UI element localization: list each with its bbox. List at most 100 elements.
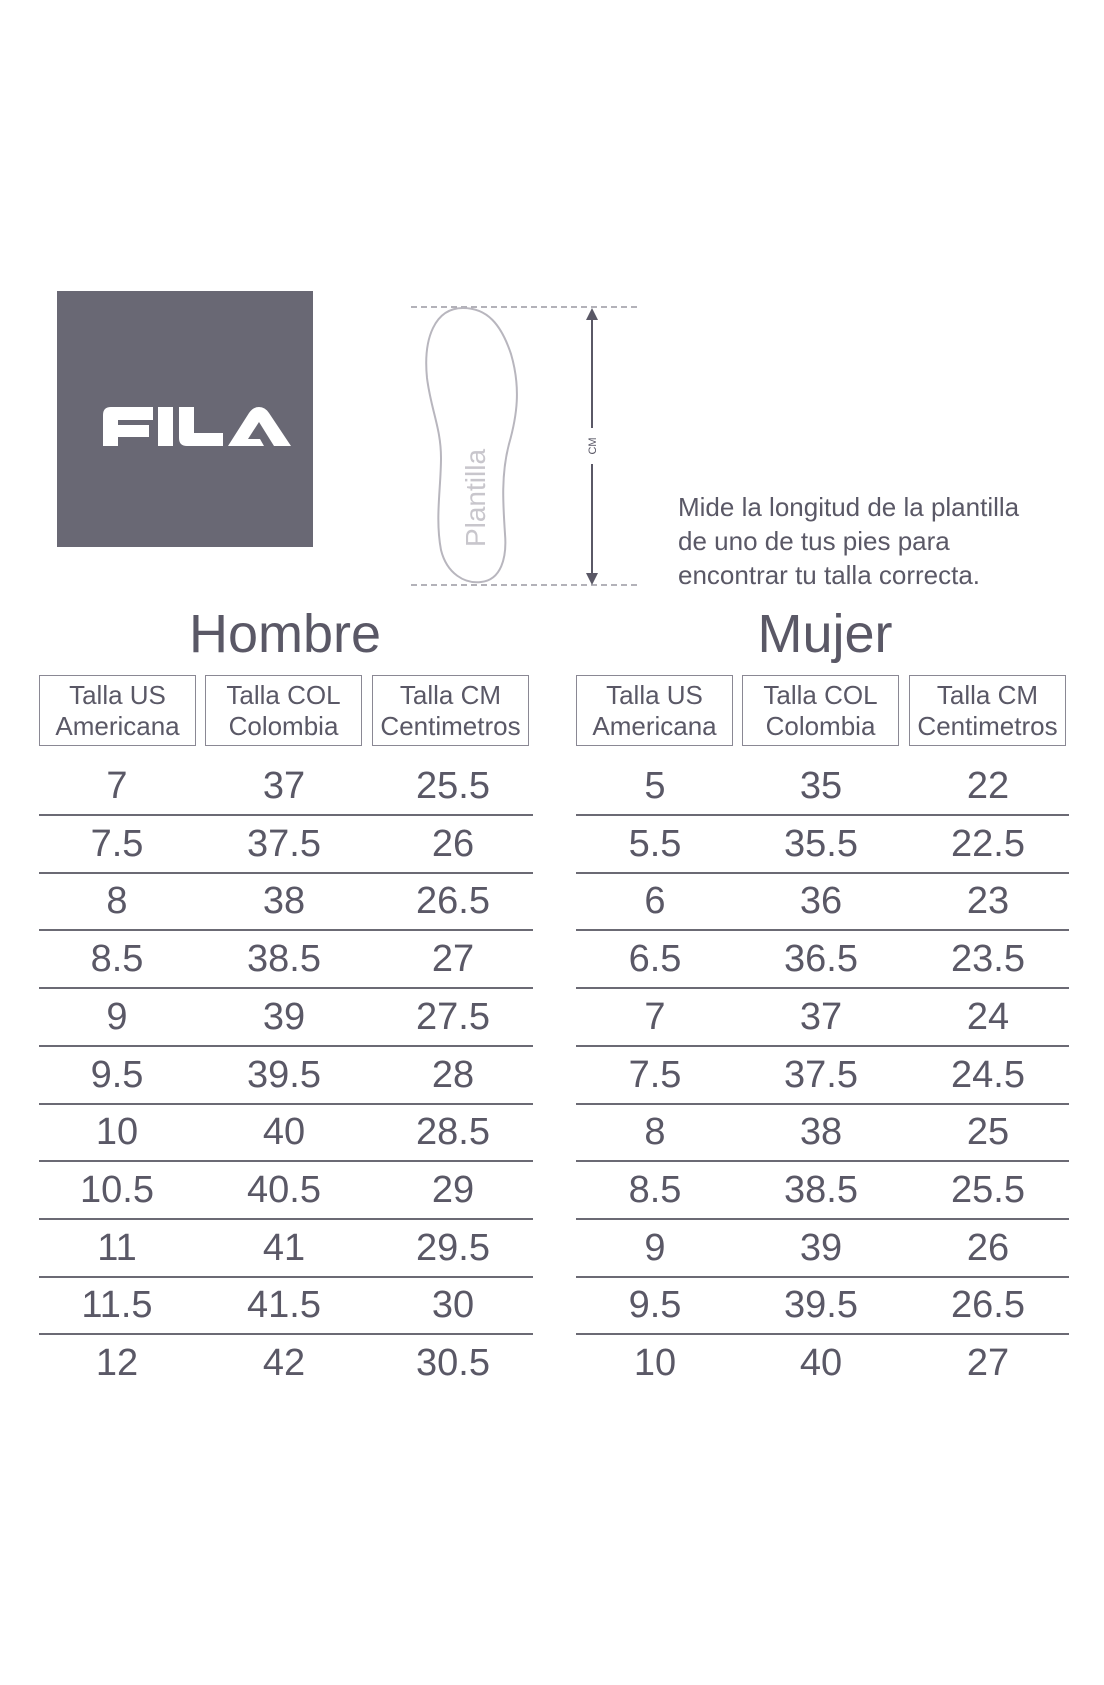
- size-col: 39: [799, 1226, 843, 1269]
- size-cm: 24: [966, 995, 1010, 1038]
- header-line: Talla US: [606, 680, 703, 710]
- table-row: 10 40 28.5: [39, 1104, 533, 1163]
- size-cm: 24.5: [951, 1053, 1025, 1096]
- table-row: 8.5 38.5 25.5: [576, 1162, 1069, 1220]
- size-cm: 27: [431, 938, 475, 981]
- size-cm: 22.5: [951, 822, 1025, 865]
- row-divider: [576, 1217, 1069, 1220]
- size-cm: 30: [431, 1284, 475, 1327]
- size-us: 9.5: [628, 1284, 682, 1327]
- table-row: 11 41 29.5: [39, 1220, 533, 1278]
- size-col: 36.5: [784, 938, 858, 981]
- size-us: 8.5: [90, 938, 144, 981]
- header-line: Talla COL: [763, 680, 878, 710]
- table-row: 9 39 26: [576, 1220, 1069, 1278]
- size-cm: 23: [966, 880, 1010, 923]
- instruction-line: Mide la longitud de la plantilla: [678, 492, 1020, 522]
- size-us: 8: [106, 880, 128, 923]
- row-divider: [576, 929, 1069, 932]
- size-col: 37.5: [247, 822, 321, 865]
- table-row: 10.5 40.5 29: [39, 1162, 533, 1220]
- table-row: 8 38 26.5: [39, 873, 533, 932]
- row-divider: [39, 987, 533, 990]
- size-col: 38: [799, 1111, 843, 1154]
- mujer-title: Mujer: [757, 604, 893, 664]
- size-cm: 25.5: [416, 765, 490, 807]
- table-row: 9 39 27.5: [39, 989, 533, 1047]
- header-line: Talla CM: [399, 680, 502, 710]
- measure-unit-label: CM: [587, 437, 599, 454]
- row-divider: [576, 1333, 1069, 1336]
- instruction-text: Mide la longitud de la plantilla de uno …: [678, 490, 1078, 592]
- row-divider: [576, 814, 1069, 816]
- size-us: 9: [644, 1226, 666, 1269]
- size-us: 7.5: [90, 822, 144, 865]
- hombre-header-cm: Talla CM Centimetros: [372, 675, 529, 746]
- size-cm: 22: [966, 765, 1010, 807]
- size-us: 11: [97, 1226, 137, 1269]
- size-us: 6.5: [628, 938, 682, 981]
- header-line: Talla COL: [226, 680, 341, 710]
- row-divider: [576, 1160, 1069, 1163]
- mujer-header-col: Talla COL Colombia: [742, 675, 899, 746]
- insole-diagram: Plantilla CM: [411, 306, 641, 586]
- size-col: 38.5: [784, 1168, 858, 1211]
- size-col: 39: [262, 995, 306, 1038]
- hombre-header-us: Talla US Americana: [39, 675, 196, 746]
- table-row: 7.5 37.5 26: [39, 816, 533, 874]
- size-us: 12: [95, 1342, 139, 1384]
- size-cm: 25: [966, 1111, 1010, 1154]
- hombre-title: Hombre: [188, 604, 382, 664]
- size-us: 10.5: [80, 1168, 154, 1211]
- table-row: 9.5 39.5 26.5: [576, 1277, 1069, 1336]
- size-us: 7: [106, 765, 128, 807]
- size-col: 38.5: [247, 938, 321, 981]
- size-cm: 29.5: [416, 1226, 490, 1269]
- size-us: 10: [633, 1342, 677, 1384]
- table-row: 11.5 41.5 30: [39, 1277, 533, 1336]
- header-line: Colombia: [228, 711, 339, 741]
- table-row: 5.5 35.5 22.5: [576, 816, 1069, 874]
- size-cm: 28: [431, 1053, 475, 1096]
- header-line: Americana: [55, 711, 180, 741]
- size-col: 41: [262, 1226, 306, 1269]
- table-row: 8.5 38.5 27: [39, 931, 533, 990]
- size-cm: 29: [431, 1168, 475, 1211]
- size-col: 37: [799, 995, 843, 1038]
- size-cm: 28.5: [416, 1111, 490, 1154]
- header-line: Centimetros: [917, 711, 1058, 741]
- table-row: 5 35 22: [576, 758, 1069, 816]
- size-cm: 27.5: [416, 995, 490, 1038]
- row-divider: [39, 871, 533, 874]
- size-col: 37.5: [784, 1053, 858, 1096]
- row-divider: [576, 987, 1069, 990]
- row-divider: [39, 1217, 533, 1220]
- size-cm: 23.5: [951, 938, 1025, 981]
- hombre-header-col: Talla COL Colombia: [205, 675, 362, 746]
- size-col: 36: [799, 880, 843, 923]
- table-row: 6.5 36.5 23.5: [576, 931, 1069, 990]
- row-divider: [576, 1102, 1069, 1105]
- size-us: 8.5: [628, 1168, 682, 1211]
- insole-outline: [425, 306, 518, 584]
- size-cm: 26: [966, 1226, 1010, 1269]
- header-line: Americana: [592, 711, 717, 741]
- size-col: 37: [262, 765, 306, 807]
- row-divider: [39, 1275, 533, 1278]
- table-row: 10 40 27: [576, 1335, 1069, 1393]
- size-col: 40: [799, 1342, 843, 1384]
- instruction-line: de uno de tus pies para: [678, 526, 950, 556]
- mujer-header-us: Talla US Americana: [576, 675, 733, 746]
- row-divider: [39, 814, 533, 816]
- size-us: 5: [644, 765, 666, 807]
- row-divider: [39, 1102, 533, 1105]
- size-us: 8: [644, 1111, 666, 1154]
- table-row: 7 37 24: [576, 989, 1069, 1047]
- table-row: 12 42 30.5: [39, 1335, 533, 1393]
- table-row: 8 38 25: [576, 1104, 1069, 1163]
- header-line: Talla CM: [936, 680, 1039, 710]
- insole-label: Plantilla: [460, 449, 491, 547]
- row-divider: [39, 929, 533, 932]
- instruction-line: encontrar tu talla correcta.: [678, 560, 981, 590]
- row-divider: [576, 1275, 1069, 1278]
